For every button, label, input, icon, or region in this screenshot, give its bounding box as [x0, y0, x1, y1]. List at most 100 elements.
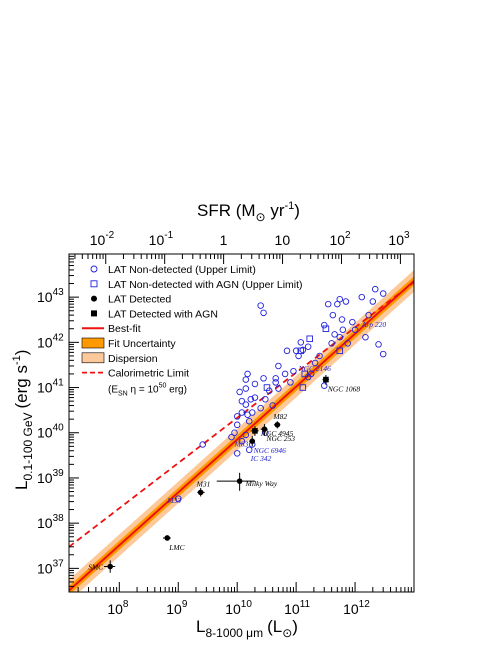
- top-tick-label: 1: [220, 232, 228, 248]
- ticks-layer: [69, 253, 415, 593]
- upper-limit-point: [257, 302, 264, 309]
- upper-limit-point: [242, 376, 250, 383]
- top-tick-label: 103: [388, 230, 410, 248]
- upper-limit-agn-point: [297, 347, 305, 355]
- top-tick-label: 10-2: [90, 230, 115, 248]
- upper-limit-point: [257, 404, 264, 412]
- detected-point: [236, 478, 243, 484]
- legend-entry: LAT Non-detected with AGN (Upper Limit): [90, 279, 303, 291]
- legend-calorimetric-note: (ESN η = 1050 erg): [108, 382, 187, 397]
- galaxy-label: NGC 4945: [260, 429, 294, 438]
- upper-limit-point: [272, 379, 279, 386]
- y-tick-label: 1040: [37, 423, 64, 441]
- detected-point: [249, 438, 256, 445]
- legend-label: Calorimetric Limit: [108, 368, 189, 380]
- upper-limit-point: [331, 331, 338, 338]
- detected-agn-point: [323, 376, 329, 383]
- legend-label: LAT Non-detected (Upper Limit): [108, 264, 256, 276]
- legend-filled-square-icon: [91, 310, 97, 317]
- upper-limit-agn-point: [299, 384, 307, 391]
- top-tick-label: 10-1: [149, 230, 174, 248]
- upper-limit-point: [371, 285, 379, 293]
- detected-point: [261, 426, 268, 432]
- legend-label: Dispersion: [108, 353, 158, 365]
- upper-limit-point: [320, 321, 328, 329]
- y-tick-label: 1041: [37, 378, 64, 396]
- upper-limit-point: [329, 311, 337, 319]
- top-tick-label: 10: [275, 232, 291, 248]
- upper-limit-point: [275, 385, 282, 392]
- upper-limit-point: [375, 341, 382, 348]
- upper-limit-point: [292, 347, 300, 355]
- legend-label: Fit Uncertainty: [108, 338, 176, 350]
- upper-limit-point: [262, 396, 269, 403]
- upper-limit-point: [281, 370, 289, 378]
- upper-limit-point: [231, 429, 238, 436]
- x-axis-title: L8-1000 μm (L⊙): [196, 617, 298, 640]
- upper-limit-point: [233, 413, 241, 420]
- upper-limit-point: [199, 441, 206, 448]
- legend-open-circle-icon: [90, 265, 98, 273]
- upper-limit-point: [238, 409, 246, 416]
- y-axis-title: L0.1-100 GeV(erg s-1): [11, 350, 35, 490]
- upper-limit-agn-point: [263, 384, 271, 391]
- points-layer: [104, 285, 387, 573]
- legend-orange-box-icon: [81, 337, 105, 349]
- galaxy-label: LMC: [168, 543, 185, 552]
- upper-limit-point: [362, 333, 369, 341]
- legend-entry: LAT Detected: [91, 294, 171, 306]
- galaxy-label: M31: [196, 479, 211, 488]
- upper-limit-point: [233, 450, 241, 457]
- upper-limit-point: [299, 346, 307, 354]
- legend-label: LAT Non-detected with AGN (Upper Limit): [108, 279, 303, 291]
- y-tick-label: 1042: [37, 332, 64, 350]
- upper-limit-point: [238, 397, 246, 405]
- upper-limit-point: [338, 316, 346, 323]
- upper-limit-agn-point: [301, 370, 308, 378]
- upper-limit-point: [245, 417, 253, 425]
- x-tick-label: 1011: [284, 599, 310, 617]
- tick-labels-layer: 108 109 1010 1011 1012 1037 1038 1039 1040 1041 10…: [37, 230, 410, 617]
- upper-limit-point: [339, 326, 347, 333]
- legend-entry: Dispersion: [81, 352, 158, 365]
- galaxy-label-blue: M33: [166, 496, 181, 505]
- upper-limit-point: [233, 421, 241, 429]
- upper-limit-point: [324, 300, 332, 308]
- legend-entry: Fit Uncertainty: [81, 337, 176, 350]
- upper-limit-point: [342, 298, 350, 305]
- y-tick-label: 1039: [37, 468, 64, 486]
- upper-limit-agn-point: [306, 335, 313, 343]
- detected-point: [274, 421, 281, 428]
- legend-entry: LAT Detected with AGN: [91, 308, 218, 320]
- upper-limit-point: [311, 359, 319, 367]
- y-tick-label: 1043: [37, 287, 64, 305]
- legend-open-square-icon: [90, 280, 98, 288]
- upper-limit-point: [320, 382, 328, 389]
- upper-limit-point: [242, 401, 250, 408]
- galaxy-label: NGC 1068: [327, 385, 361, 394]
- upper-limit-agn-point: [336, 347, 344, 355]
- upper-limit-point: [365, 311, 372, 319]
- x-tick-label: 1010: [225, 599, 252, 617]
- upper-limit-point: [242, 431, 250, 439]
- legend-label: Best-fit: [108, 323, 141, 335]
- legend-label: LAT Detected with AGN: [108, 308, 218, 320]
- legend-filled-circle-icon: [91, 295, 97, 302]
- y-tick-label: 1037: [37, 558, 64, 576]
- upper-limit-point: [336, 295, 344, 303]
- x-tick-label: 108: [107, 599, 129, 617]
- upper-limit-point: [238, 437, 246, 445]
- detected-point: [107, 563, 113, 570]
- x-tick-label: 1012: [343, 599, 370, 617]
- upper-limit-point: [349, 318, 356, 326]
- bands-layer: [69, 270, 414, 592]
- galaxy-label-blue: Arp 220: [361, 320, 387, 329]
- galaxy-label: M82: [272, 412, 287, 421]
- upper-limit-point: [344, 340, 351, 347]
- upper-limit-point: [275, 362, 282, 370]
- detected-point: [164, 535, 171, 541]
- upper-limit-point: [247, 396, 255, 403]
- upper-limit-point: [316, 352, 323, 360]
- upper-limit-point: [283, 347, 291, 355]
